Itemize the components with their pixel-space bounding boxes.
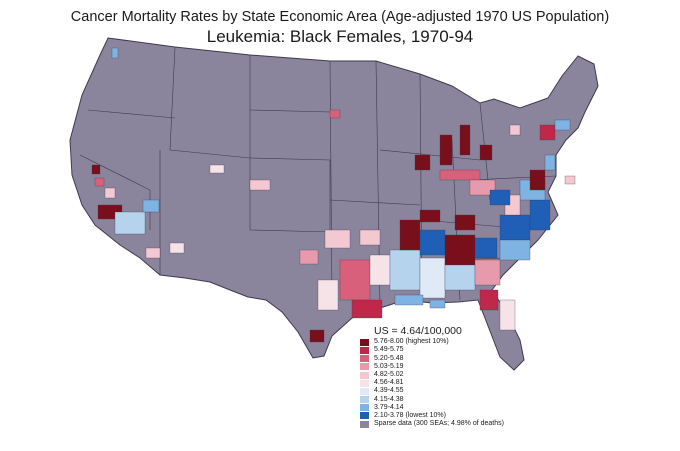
legend-item: Sparse data (300 SEAs; 4.98% of deaths) bbox=[360, 420, 504, 428]
legend-swatch bbox=[360, 387, 369, 395]
legend-label: 4.56-4.81 bbox=[374, 379, 404, 387]
legend-label: 4.39-4.55 bbox=[374, 387, 404, 395]
legend-swatch bbox=[360, 355, 369, 363]
legend-label: 2.10-3.78 (lowest 10%) bbox=[374, 411, 446, 419]
map-title: Cancer Mortality Rates by State Economic… bbox=[70, 9, 610, 25]
legend-swatch bbox=[360, 371, 369, 379]
legend-item: 4.56-4.81 bbox=[360, 379, 504, 387]
legend-item: 4.82-5.02 bbox=[360, 371, 504, 379]
legend-item: 2.10-3.78 (lowest 10%) bbox=[360, 412, 504, 420]
legend-swatch bbox=[360, 338, 369, 346]
legend-label: 4.82-5.02 bbox=[374, 370, 404, 378]
legend-swatch bbox=[360, 346, 369, 354]
legend-item: 5.76-8.00 (highest 10%) bbox=[360, 338, 504, 346]
legend-swatch bbox=[360, 396, 369, 404]
legend-swatch bbox=[360, 404, 369, 412]
legend-item: 4.15-4.38 bbox=[360, 396, 504, 404]
legend-swatch bbox=[360, 420, 369, 428]
legend-swatch bbox=[360, 363, 369, 371]
legend-item: 5.20-5.48 bbox=[360, 355, 504, 363]
legend-label: 5.76-8.00 (highest 10%) bbox=[374, 338, 449, 346]
legend-swatch bbox=[360, 379, 369, 387]
legend-label: 5.49-5.75 bbox=[374, 346, 404, 354]
legend-label: Sparse data (300 SEAs; 4.98% of deaths) bbox=[374, 420, 504, 428]
legend-label: 5.20-5.48 bbox=[374, 354, 404, 362]
legend-label: 3.79-4.14 bbox=[374, 403, 404, 411]
legend-item: 4.39-4.55 bbox=[360, 387, 504, 395]
legend: US = 4.64/100,000 5.76-8.00 (highest 10%… bbox=[360, 325, 504, 428]
legend-item: 5.49-5.75 bbox=[360, 346, 504, 354]
legend-item: 5.03-5.19 bbox=[360, 363, 504, 371]
legend-item: 3.79-4.14 bbox=[360, 404, 504, 412]
map-subtitle: Leukemia: Black Females, 1970-94 bbox=[206, 27, 474, 46]
legend-us-rate: US = 4.64/100,000 bbox=[374, 325, 462, 337]
sea-regions bbox=[91, 47, 576, 343]
legend-label: 5.03-5.19 bbox=[374, 362, 404, 370]
legend-swatch bbox=[360, 412, 369, 420]
legend-label: 4.15-4.38 bbox=[374, 395, 404, 403]
